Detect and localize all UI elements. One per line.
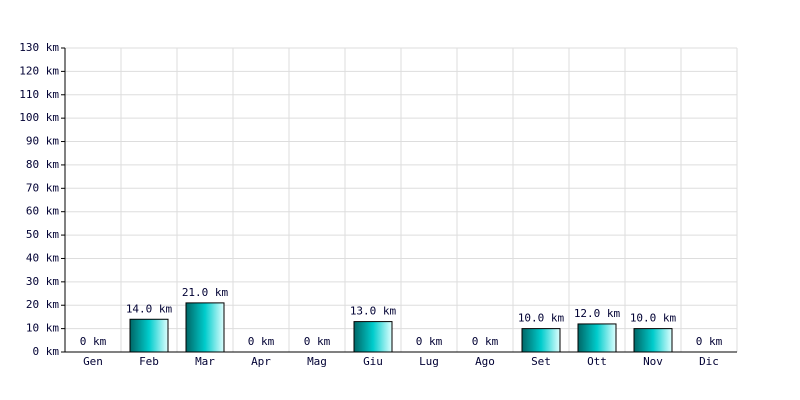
value-label: 21.0 km	[182, 286, 229, 299]
bar	[633, 328, 673, 353]
value-label: 12.0 km	[574, 307, 621, 320]
value-label: 14.0 km	[126, 302, 173, 315]
x-tick-label: Set	[531, 355, 551, 368]
y-tick-label: 100 km	[19, 111, 59, 124]
x-tick-label: Apr	[251, 355, 271, 368]
x-tick-label: Gen	[83, 355, 103, 368]
y-tick-label: 90 km	[26, 135, 59, 148]
bar	[577, 323, 617, 353]
y-tick-label: 20 km	[26, 298, 59, 311]
x-tick-label: Dic	[699, 355, 719, 368]
x-tick-label: Ago	[475, 355, 495, 368]
value-label: 0 km	[80, 335, 107, 348]
x-tick-label: Mag	[307, 355, 327, 368]
bar	[521, 328, 561, 353]
value-label: 0 km	[696, 335, 723, 348]
value-label: 0 km	[248, 335, 275, 348]
value-label: 0 km	[416, 335, 443, 348]
y-tick-label: 0 km	[33, 345, 60, 358]
bar	[185, 302, 225, 353]
value-label: 10.0 km	[518, 312, 565, 325]
y-tick-label: 30 km	[26, 275, 59, 288]
x-tick-label: Feb	[139, 355, 159, 368]
x-tick-label: Giu	[363, 355, 383, 368]
value-label: 13.0 km	[350, 305, 397, 318]
y-tick-label: 40 km	[26, 251, 59, 264]
bar	[353, 321, 393, 353]
y-tick-label: 120 km	[19, 64, 59, 77]
value-label: 10.0 km	[630, 312, 677, 325]
y-tick-label: 10 km	[26, 322, 59, 335]
y-tick-label: 50 km	[26, 228, 59, 241]
y-tick-label: 70 km	[26, 181, 59, 194]
y-tick-label: 130 km	[19, 41, 59, 54]
value-label: 0 km	[472, 335, 499, 348]
x-tick-label: Lug	[419, 355, 439, 368]
x-tick-label: Ott	[587, 355, 607, 368]
x-tick-label: Mar	[195, 355, 215, 368]
y-tick-label: 80 km	[26, 158, 59, 171]
y-tick-label: 60 km	[26, 205, 59, 218]
y-tick-label: 110 km	[19, 88, 59, 101]
bar	[129, 318, 169, 353]
value-label: 0 km	[304, 335, 331, 348]
x-tick-label: Nov	[643, 355, 663, 368]
